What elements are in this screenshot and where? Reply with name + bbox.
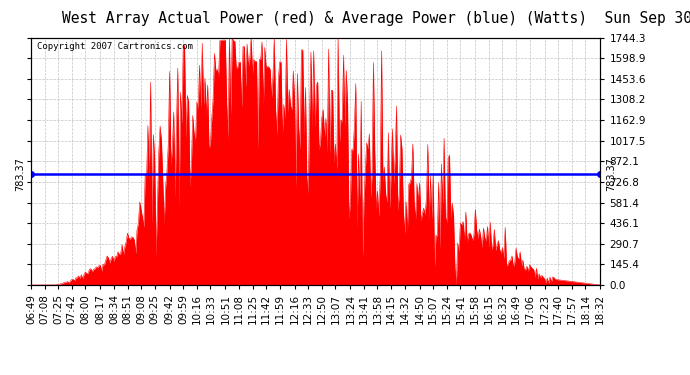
- Text: West Array Actual Power (red) & Average Power (blue) (Watts)  Sun Sep 30 18:32: West Array Actual Power (red) & Average …: [62, 11, 690, 26]
- Text: 783.37: 783.37: [15, 157, 26, 191]
- Text: Copyright 2007 Cartronics.com: Copyright 2007 Cartronics.com: [37, 42, 193, 51]
- Text: 783.37: 783.37: [606, 157, 616, 191]
